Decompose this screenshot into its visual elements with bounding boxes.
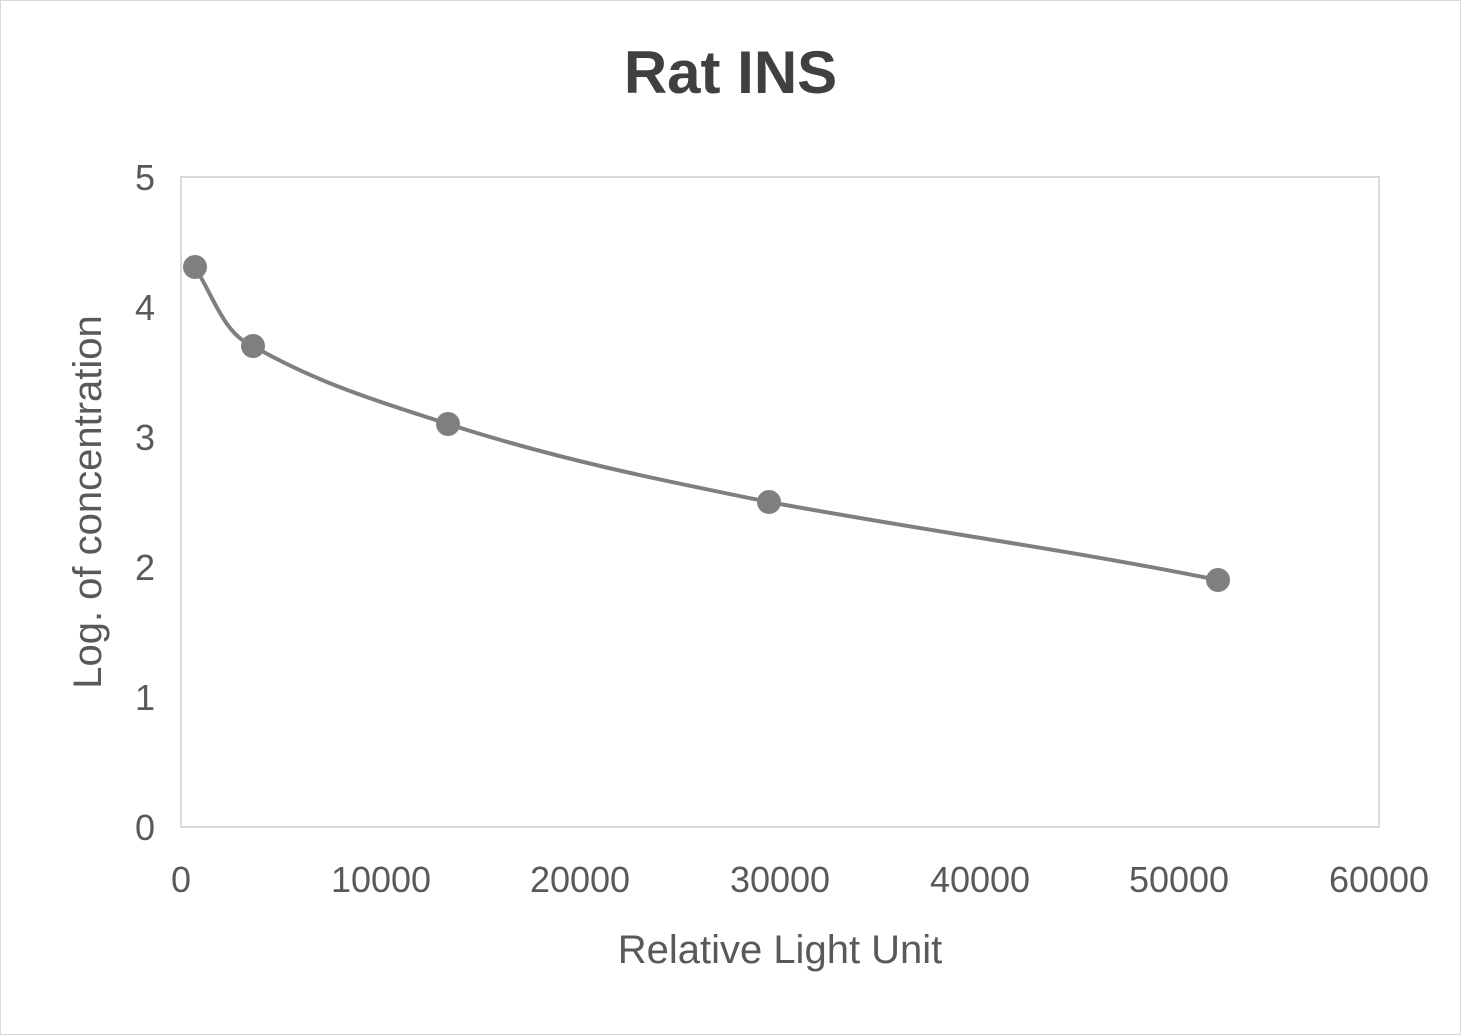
data-point bbox=[757, 490, 781, 514]
y-tick: 1 bbox=[135, 677, 155, 718]
x-axis-label: Relative Light Unit bbox=[618, 928, 943, 972]
y-tick: 3 bbox=[135, 417, 155, 458]
y-tick: 0 bbox=[135, 807, 155, 848]
data-point bbox=[183, 255, 207, 279]
y-tick-labels: 0 1 2 3 4 5 bbox=[135, 157, 155, 848]
data-point bbox=[436, 412, 460, 436]
x-tick: 20000 bbox=[530, 859, 630, 900]
y-tick: 2 bbox=[135, 547, 155, 588]
x-tick: 40000 bbox=[930, 859, 1030, 900]
chart-title: Rat INS bbox=[623, 39, 838, 106]
x-tick: 0 bbox=[171, 859, 191, 900]
data-point bbox=[241, 334, 265, 358]
smoothed-line bbox=[193, 265, 1219, 582]
y-tick: 4 bbox=[135, 287, 155, 328]
y-axis-label: Log. of concentration bbox=[66, 315, 110, 689]
plot-area bbox=[180, 176, 1380, 828]
x-tick: 60000 bbox=[1329, 859, 1429, 900]
y-tick: 5 bbox=[135, 157, 155, 198]
data-markers bbox=[183, 255, 1230, 592]
x-tick: 30000 bbox=[730, 859, 830, 900]
x-tick: 10000 bbox=[331, 859, 431, 900]
x-tick-labels: 0 10000 20000 30000 40000 50000 60000 bbox=[171, 859, 1429, 900]
data-point bbox=[1206, 568, 1230, 592]
x-tick: 50000 bbox=[1129, 859, 1229, 900]
